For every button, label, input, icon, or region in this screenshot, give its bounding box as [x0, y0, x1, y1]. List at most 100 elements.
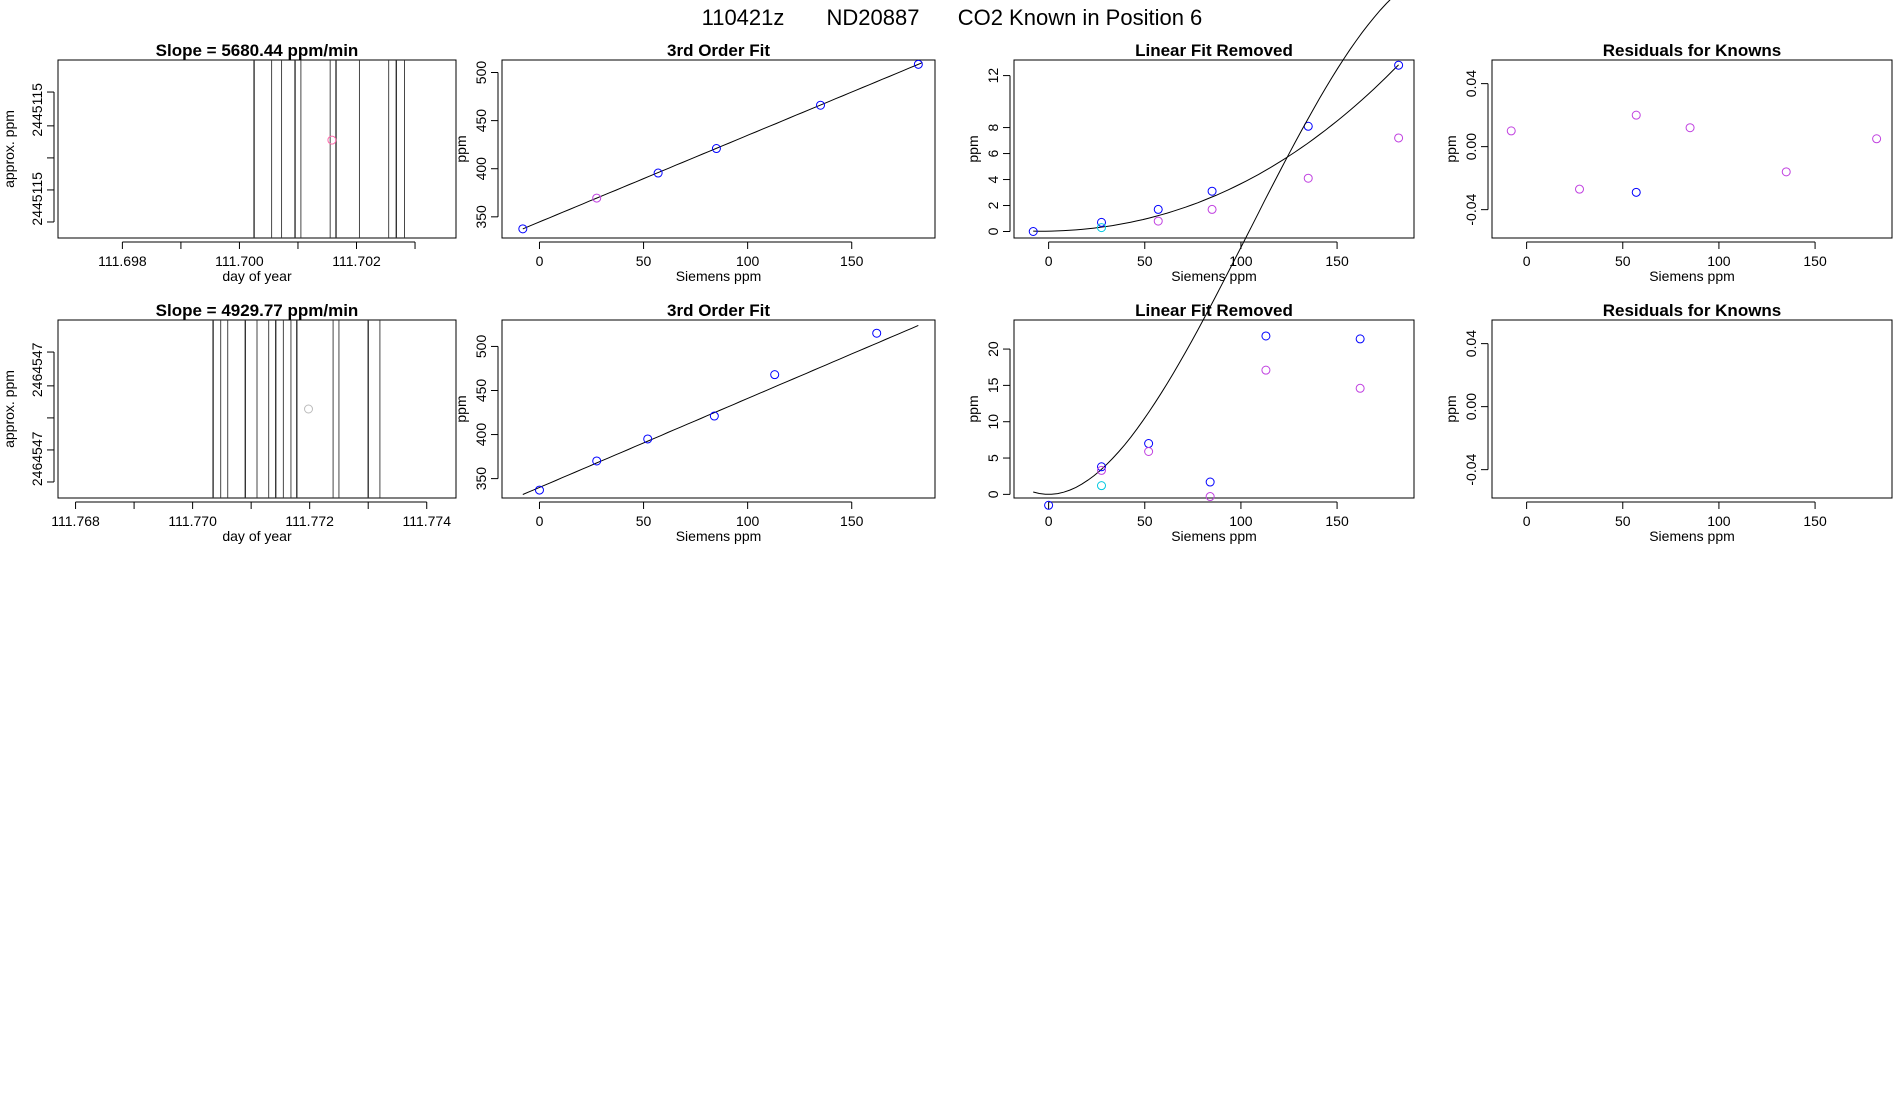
chart-7-y-tick-label-1: 0 [985, 490, 1001, 498]
chart-3-point-10 [1394, 60, 1404, 70]
chart-3-x-axis-label: Siemens ppm [1171, 268, 1257, 284]
chart-6-x-tick-label-2: 50 [636, 513, 652, 529]
chart-3-plot-frame [1013, 59, 1415, 239]
chart-4-x-tick-label-2: 50 [1615, 253, 1631, 269]
chart-5-x-tick-label-1: 111.768 [51, 513, 100, 529]
chart-8-y-tick-label-1: -0.04 [1463, 453, 1479, 485]
chart-3-point-3 [1097, 223, 1106, 233]
chart-7-point-5 [1144, 439, 1154, 449]
chart-2-y-tick-label-3: 450 [473, 109, 489, 133]
chart-4-x-tick-label-3: 100 [1707, 253, 1731, 269]
chart-2-y-tick-label-2: 400 [473, 157, 489, 181]
chart-2-point-5 [816, 100, 826, 110]
chart-8-plot-frame [1491, 319, 1893, 499]
chart-6-point-1 [534, 485, 544, 495]
chart-7-y-tick-label-5: 20 [985, 341, 1001, 357]
chart-1-plot-frame [57, 59, 457, 239]
chart-3-y-tick-label-1: 0 [985, 227, 1001, 235]
chart-6-y-tick-label-4: 500 [473, 335, 489, 359]
chart-1-y-tick-label-2: 2445115 [29, 172, 45, 226]
chart-4-x-axis-label: Siemens ppm [1649, 268, 1735, 284]
chart-6-y-axis-label: ppm [453, 395, 469, 422]
chart-8-y-tick-label-2: 0.00 [1463, 393, 1479, 420]
chart-7-x-tick-label-3: 100 [1229, 513, 1253, 529]
chart-3-title: Linear Fit Removed [1135, 41, 1293, 60]
chart-panel-7: Linear Fit Removed 0 50 100 150 Siemens ppm 0 5… [965, 0, 1415, 544]
chart-3-point-2 [1097, 217, 1106, 227]
chart-8-x-tick-label-2: 50 [1615, 513, 1631, 529]
chart-panel-5: Slope = 4929.77 ppm/min 111.768 111.770 111… [1, 301, 457, 544]
chart-4-x-tick-label-1: 0 [1523, 253, 1531, 269]
chart-5-x-tick-label-3: 111.772 [285, 513, 334, 529]
chart-6-point-6 [872, 328, 882, 338]
chart-2-x-tick-label-1: 0 [536, 253, 544, 269]
chart-3-point-9 [1303, 173, 1313, 183]
chart-8-title: Residuals for Knowns [1603, 301, 1782, 320]
chart-4-y-tick-label-3: 0.04 [1463, 70, 1479, 97]
chart-2-title: 3rd Order Fit [667, 41, 770, 60]
chart-6-x-axis-label: Siemens ppm [676, 528, 762, 544]
chart-3-x-tick-label-2: 50 [1137, 253, 1153, 269]
chart-3-point-1 [1028, 227, 1038, 237]
chart-6-y-tick-label-2: 400 [473, 423, 489, 447]
chart-3-point-5 [1153, 216, 1163, 226]
chart-7-x-tick-label-4: 150 [1325, 513, 1349, 529]
chart-6-plot-frame [501, 319, 936, 499]
chart-6-point-3 [643, 434, 653, 444]
chart-7-fit-curve [1033, 0, 1391, 495]
chart-5-point-1 [304, 404, 314, 414]
chart-8-x-tick-label-1: 0 [1523, 513, 1531, 529]
chart-5-y-tick-label-2: 2464547 [29, 431, 45, 486]
chart-4-point-5 [1685, 123, 1695, 133]
chart-3-y-axis-label: ppm [965, 135, 981, 162]
chart-7-point-1 [1044, 500, 1054, 510]
chart-6-x-tick-label-1: 0 [536, 513, 544, 529]
chart-2-point-4 [711, 144, 721, 154]
chart-panel-3: Linear Fit Removed 0 50 100 150 Siemens ppm 0 2… [965, 41, 1415, 284]
chart-4-title: Residuals for Knowns [1603, 41, 1782, 60]
chart-7-plot-frame [1013, 319, 1415, 499]
chart-2-point-6 [913, 59, 923, 69]
chart-3-y-tick-label-2: 2 [985, 201, 1001, 209]
chart-panel-1: Slope = 5680.44 ppm/min 111.698 111.700 111… [1, 41, 457, 284]
chart-2-x-tick-label-3: 100 [736, 253, 760, 269]
chart-2-y-tick-label-4: 500 [473, 61, 489, 85]
chart-4-point-6 [1781, 167, 1791, 177]
chart-1-y-axis-label: approx. ppm [1, 110, 17, 188]
chart-8-y-tick-label-3: 0.04 [1463, 330, 1479, 357]
chart-6-fit-curve [522, 324, 919, 495]
chart-7-y-tick-label-4: 15 [985, 377, 1001, 393]
chart-3-fit-curve [1033, 64, 1399, 232]
chart-4-plot-frame [1491, 59, 1893, 239]
chart-2-x-tick-label-2: 50 [636, 253, 652, 269]
figure-title-tank: ND20887 [827, 5, 920, 30]
chart-4-point-2 [1575, 184, 1584, 194]
chart-5-x-tick-label-4: 111.774 [402, 513, 451, 529]
chart-3-y-tick-label-5: 8 [985, 123, 1001, 131]
chart-2-point-2 [592, 193, 602, 203]
chart-1-x-tick-label-2: 111.700 [215, 253, 264, 269]
chart-2-y-axis-label: ppm [453, 135, 469, 162]
chart-1-x-tick-label-3: 111.702 [332, 253, 381, 269]
chart-1-x-axis-label: day of year [222, 268, 292, 284]
chart-1-point-1 [327, 135, 337, 145]
chart-6-y-tick-label-3: 450 [473, 379, 489, 403]
chart-6-x-tick-label-4: 150 [840, 513, 864, 529]
chart-7-point-12 [1355, 383, 1365, 393]
chart-7-point-8 [1205, 492, 1215, 502]
chart-8-y-axis-label: ppm [1443, 395, 1459, 422]
chart-7-point-11 [1355, 334, 1365, 344]
chart-8-x-tick-label-4: 150 [1803, 513, 1827, 529]
chart-3-x-tick-label-4: 150 [1325, 253, 1349, 269]
chart-4-point-3 [1631, 110, 1641, 120]
chart-8-x-tick-label-3: 100 [1707, 513, 1731, 529]
panel-grid: Slope = 5680.44 ppm/min 111.698 111.700 111… [1, 0, 1893, 544]
chart-3-x-tick-label-3: 100 [1229, 253, 1253, 269]
chart-2-point-1 [518, 224, 528, 234]
chart-6-title: 3rd Order Fit [667, 301, 770, 320]
chart-7-y-tick-label-2: 5 [985, 454, 1001, 462]
chart-panel-6: 3rd Order Fit 0 50 100 150 Siemens ppm 350 400 4… [453, 301, 936, 544]
chart-4-point-4 [1631, 187, 1641, 197]
chart-2-x-axis-label: Siemens ppm [676, 268, 762, 284]
